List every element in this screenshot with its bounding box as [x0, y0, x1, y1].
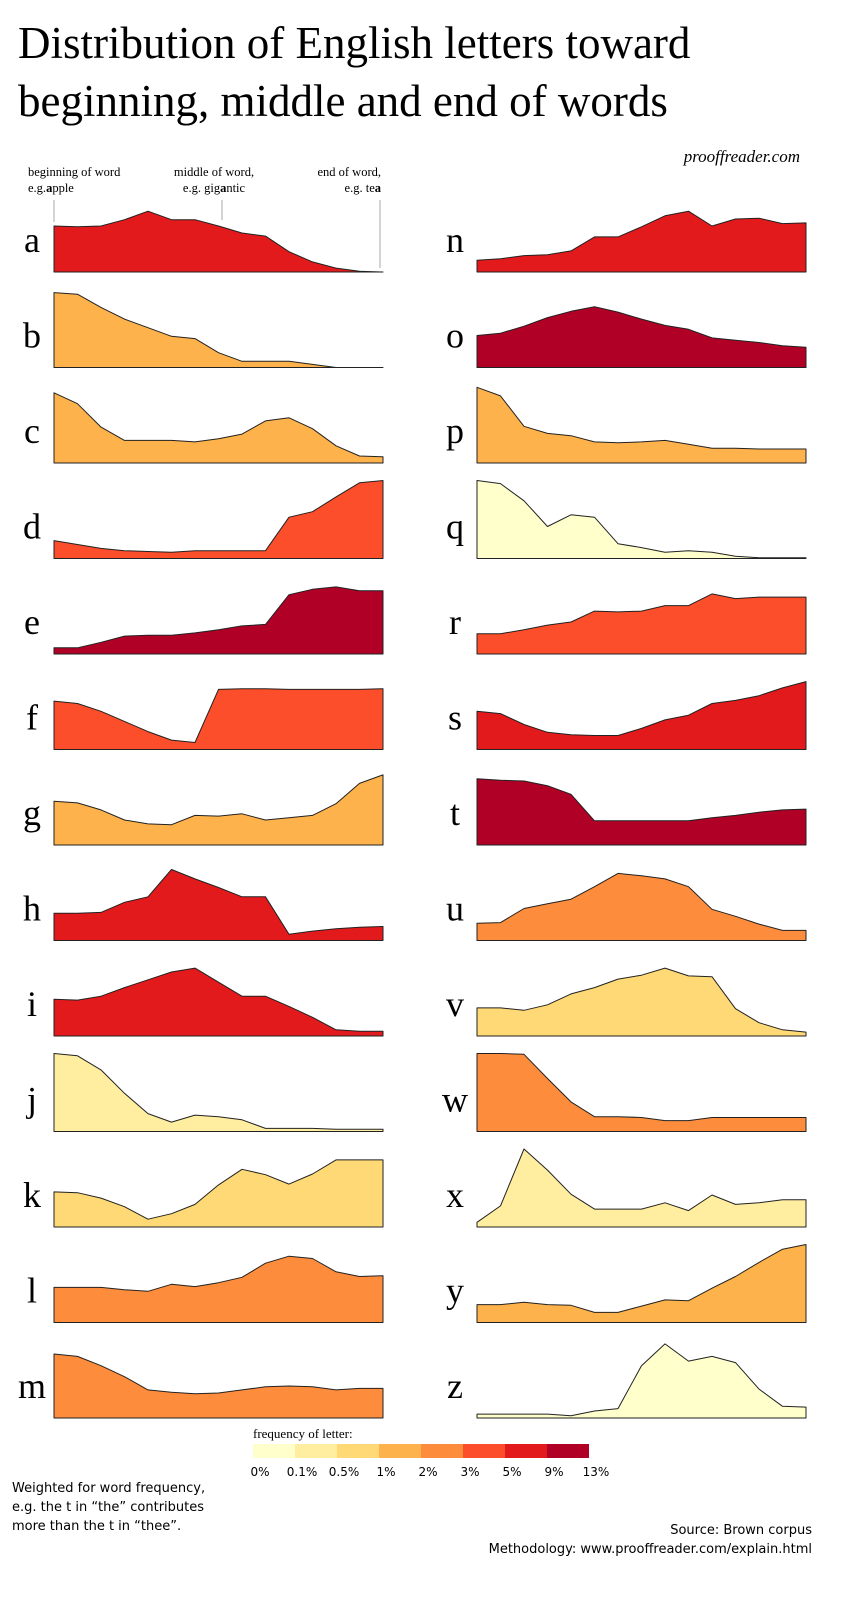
- source: Methodology: www.prooffreader.com/explai…: [489, 1542, 812, 1557]
- legend-swatch: [547, 1444, 589, 1458]
- letter-label: k: [23, 1175, 41, 1215]
- legend-swatch: [337, 1444, 379, 1458]
- letter-label: i: [27, 984, 37, 1024]
- letter-label: j: [25, 1080, 37, 1120]
- area: [476, 967, 807, 1037]
- annotation-bold: a: [220, 181, 227, 195]
- legend-tick-label: 9%: [544, 1465, 563, 1479]
- letter-label: y: [446, 1271, 464, 1311]
- annotation-arrows: [53, 200, 381, 268]
- legend-tick-label: 3%: [460, 1465, 479, 1479]
- letter-label: u: [446, 889, 464, 929]
- area: [53, 688, 384, 750]
- letter-label: o: [446, 316, 464, 356]
- area: [476, 386, 807, 464]
- area: [53, 586, 384, 655]
- legend-tick-label: 13%: [583, 1465, 610, 1479]
- area: [476, 1343, 807, 1419]
- letter-label: d: [23, 507, 41, 547]
- area: [53, 1353, 384, 1419]
- annotation-text: e.g. te: [345, 181, 376, 195]
- area: [476, 480, 807, 559]
- area: [53, 1159, 384, 1228]
- annotation: middle of word,: [174, 165, 254, 179]
- legend-swatch: [421, 1444, 463, 1458]
- annotation-text: e.g. gig: [183, 181, 221, 195]
- letter-label: l: [27, 1271, 37, 1311]
- area: [53, 1053, 384, 1132]
- legend-swatch: [253, 1444, 295, 1458]
- annotation-text: ntic: [226, 181, 245, 195]
- annotation-text: pple: [52, 181, 74, 195]
- annotation-bold: a: [375, 181, 382, 195]
- legend-tick-label: 5%: [502, 1465, 521, 1479]
- annotation: beginning of word: [28, 165, 121, 179]
- area: [476, 1148, 807, 1228]
- area: [53, 774, 384, 846]
- footnote: Weighted for word frequency,: [12, 1481, 205, 1496]
- area: [53, 392, 384, 464]
- footnote: e.g. the t in “the” contributes: [12, 1500, 204, 1515]
- letter-label: g: [23, 793, 41, 833]
- letter-label: c: [24, 411, 40, 451]
- area: [476, 681, 807, 750]
- area: [476, 210, 807, 273]
- legend-tick-label: 2%: [418, 1465, 437, 1479]
- letter-label: p: [446, 411, 464, 451]
- legend-tick-label: 0%: [250, 1465, 269, 1479]
- area: [476, 1053, 807, 1132]
- area: [53, 210, 384, 273]
- letter-label: n: [446, 220, 464, 260]
- letter-label: q: [446, 507, 464, 547]
- letter-label: b: [23, 316, 41, 356]
- legend-swatch: [505, 1444, 547, 1458]
- letter-label: h: [23, 889, 41, 929]
- chart-title: Distribution of English letters toward: [18, 18, 690, 68]
- letter-label: e: [24, 602, 40, 642]
- source: Source: Brown corpus: [670, 1523, 812, 1538]
- area: [476, 306, 807, 368]
- legend-swatch: [379, 1444, 421, 1458]
- annotation-bold: a: [46, 181, 53, 195]
- area: [53, 480, 384, 559]
- site: prooffreader.com: [683, 147, 800, 166]
- chart-title: beginning, middle and end of words: [18, 76, 668, 126]
- letter-label: s: [448, 698, 462, 738]
- annotation: e.g.apple: [28, 181, 74, 195]
- letter-label: z: [447, 1366, 463, 1406]
- footnote: more than the t in “thee”.: [12, 1519, 181, 1534]
- letter-label: f: [26, 698, 38, 738]
- legend-tick-label: 0.1%: [287, 1465, 318, 1479]
- letter-label: x: [446, 1175, 464, 1215]
- legend-tick-label: 0.5%: [329, 1465, 360, 1479]
- annotation: e.g. gigantic: [183, 181, 246, 195]
- letter-label: m: [18, 1366, 46, 1406]
- area: [53, 869, 384, 941]
- letter-label: t: [450, 793, 460, 833]
- legend-title: frequency of letter:: [253, 1426, 353, 1441]
- legend-swatch: [463, 1444, 505, 1458]
- legend-tick-label: 1%: [376, 1465, 395, 1479]
- letter-label: w: [442, 1080, 468, 1120]
- area: [53, 967, 384, 1037]
- letter-label: r: [449, 602, 461, 642]
- area: [476, 1244, 807, 1323]
- area: [476, 778, 807, 846]
- legend-swatch: [295, 1444, 337, 1458]
- area: [476, 593, 807, 655]
- letter-label: v: [446, 984, 464, 1024]
- annotation-text: e.g.: [28, 181, 46, 195]
- area: [53, 292, 384, 368]
- area: [476, 872, 807, 941]
- area: [53, 1255, 384, 1323]
- annotation: end of word,: [317, 165, 381, 179]
- annotation: e.g. tea: [345, 181, 382, 195]
- letter-label: a: [24, 220, 40, 260]
